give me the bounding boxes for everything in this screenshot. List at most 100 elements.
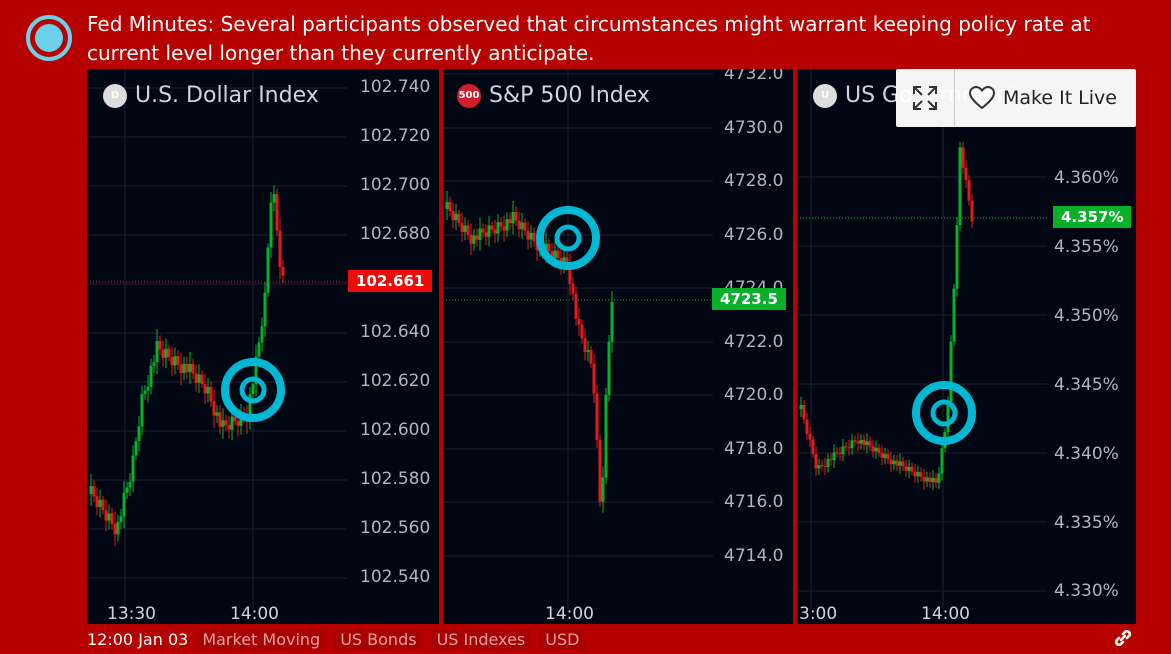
candle-body: [92, 486, 96, 497]
candle-body: [466, 225, 470, 235]
y-tick: 4.330%: [1054, 581, 1119, 601]
candle-body: [811, 439, 815, 454]
candle-body: [562, 257, 566, 266]
candle-body: [146, 387, 150, 391]
candle-body: [529, 232, 533, 240]
tag-usd[interactable]: USD: [539, 628, 586, 650]
candle-body: [200, 374, 204, 384]
y-tick: 4732.0: [724, 69, 784, 84]
footer: 12:00 Jan 03 Market Moving US Bonds US I…: [87, 627, 593, 651]
symbol-badge: D: [103, 83, 127, 108]
chart-title-text: S&P 500 Index: [489, 83, 650, 108]
candle-body: [514, 212, 518, 221]
chart-title: D U.S. Dollar Index: [103, 83, 319, 108]
candle-body: [203, 384, 207, 394]
candle-body: [125, 487, 129, 493]
tag-market-moving[interactable]: Market Moving: [196, 628, 327, 650]
candle-body: [532, 232, 536, 242]
expand-button[interactable]: [896, 69, 955, 127]
candle-body: [577, 318, 581, 325]
candle-body: [472, 235, 476, 244]
candle-body: [814, 454, 818, 469]
candle-body: [116, 521, 120, 535]
spx-chart-svg: [443, 69, 713, 609]
y-tick: 102.700: [360, 175, 431, 195]
candle-body: [149, 365, 153, 387]
candle-body: [877, 447, 881, 453]
candle-body: [859, 439, 863, 444]
candle-body: [236, 421, 240, 426]
candle-body: [457, 213, 461, 223]
candle-body: [104, 510, 108, 521]
candle-body: [227, 425, 231, 430]
candle-body: [233, 416, 237, 422]
candle-body: [565, 257, 569, 265]
candle-body: [553, 250, 557, 259]
candle-body: [101, 499, 105, 511]
candle-body: [460, 222, 464, 232]
candle-body: [257, 342, 261, 357]
y-tick: 102.740: [360, 77, 431, 97]
y-tick: 102.580: [360, 469, 431, 489]
y-tick: 4718.0: [724, 439, 784, 459]
y-tick: 102.600: [360, 420, 431, 440]
candle-body: [808, 433, 812, 440]
chart-panel-us-gov[interactable]: U US Government 4.360% 4.355% 4.350% 4.3…: [797, 69, 1136, 624]
candle-body: [272, 194, 276, 203]
candle-body: [604, 394, 608, 478]
y-tick: 102.560: [360, 518, 431, 538]
candle-body: [128, 481, 132, 488]
candle-body: [230, 416, 234, 430]
candle-body: [526, 231, 530, 240]
candle-body: [221, 420, 225, 427]
candle-body: [107, 513, 111, 521]
candle-body: [445, 202, 449, 209]
candle-body: [823, 466, 827, 468]
candle-body: [850, 440, 854, 449]
expand-icon: [913, 86, 937, 110]
candle-body: [254, 356, 258, 385]
candle-body: [571, 284, 575, 294]
target-marker: [221, 358, 285, 422]
candle-body: [586, 350, 590, 352]
candle-body: [197, 374, 201, 383]
heart-icon: [969, 86, 995, 110]
chart-title-text: U.S. Dollar Index: [135, 83, 319, 108]
candle-body: [928, 477, 932, 483]
last-price-badge: 4.357%: [1053, 206, 1132, 228]
target-marker: [912, 381, 976, 445]
make-it-live-button[interactable]: Make It Live: [955, 86, 1117, 110]
candle-body: [520, 222, 524, 230]
candle-body: [898, 461, 902, 466]
candle-body: [487, 225, 491, 237]
candle-body: [218, 412, 222, 427]
last-price-badge: 4723.5: [712, 288, 786, 310]
symbol-badge: 500: [457, 83, 481, 108]
candle-body: [224, 420, 228, 425]
candle-body: [484, 232, 488, 237]
candle-body: [589, 350, 593, 364]
candle-body: [817, 465, 821, 469]
candle-body: [182, 363, 186, 373]
candle-body: [143, 390, 147, 395]
candle-body: [829, 459, 833, 461]
candle-body: [448, 202, 452, 212]
tag-us-indexes[interactable]: US Indexes: [430, 628, 532, 650]
candle-body: [931, 478, 935, 483]
candle-body: [799, 405, 803, 409]
candle-body: [278, 230, 282, 267]
chart-panel-dxy[interactable]: D U.S. Dollar Index 102.740 102.720 102.…: [87, 69, 439, 624]
link-icon[interactable]: [1112, 627, 1134, 649]
candle-body: [598, 439, 602, 502]
candle-body: [868, 441, 872, 447]
candle-body: [451, 211, 455, 221]
candle-body: [493, 229, 497, 234]
y-tick: 4.355%: [1054, 237, 1119, 257]
symbol-badge: U: [813, 83, 837, 108]
y-tick: 4726.0: [724, 225, 784, 245]
chart-panel-spx[interactable]: 500 S&P 500 Index 4732.0 4730.0 4728.0 4…: [443, 69, 793, 624]
candle-body: [940, 448, 944, 474]
candle-body: [469, 234, 473, 244]
y-tick: 4730.0: [724, 118, 784, 138]
tag-us-bonds[interactable]: US Bonds: [334, 628, 423, 650]
